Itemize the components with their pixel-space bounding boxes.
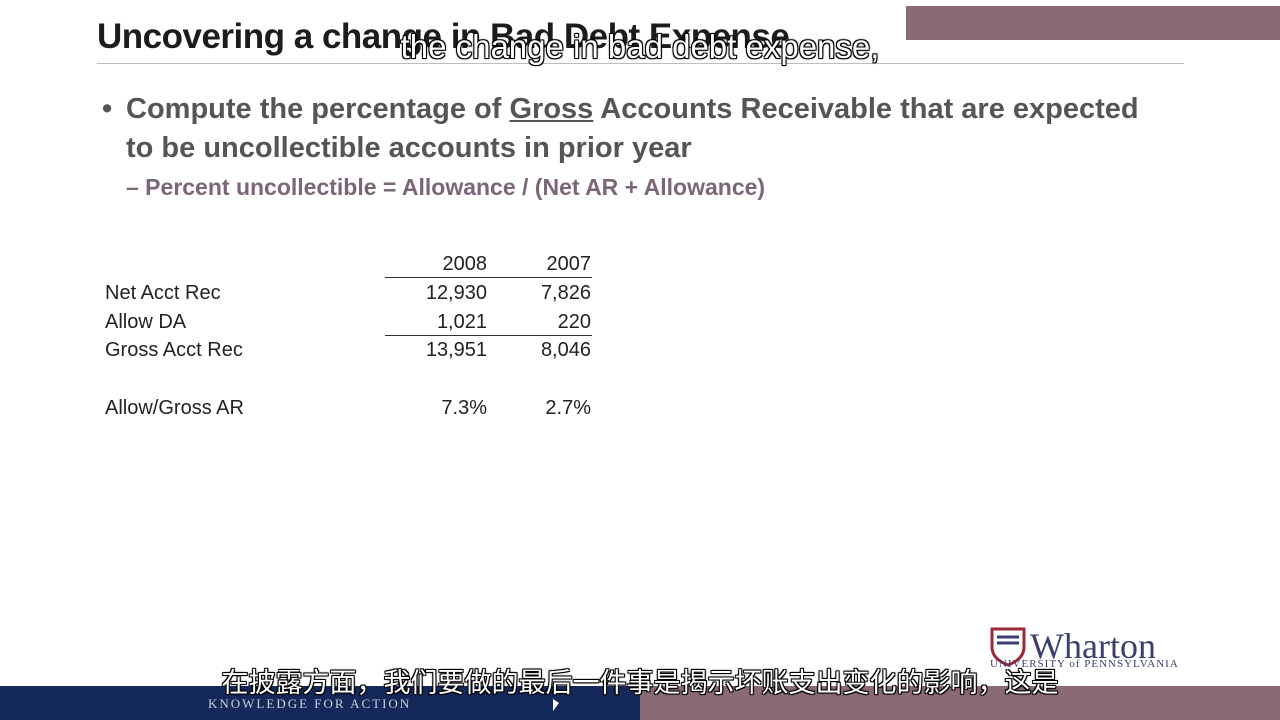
table-header-2008: 2008	[442, 253, 488, 275]
row-gross-acct-rec-2007: 8,046	[540, 339, 591, 361]
subtitle-chinese: 在披露方面，我们要做的最后一件事是揭示坏账支出变化的影响，这是	[221, 668, 1059, 698]
row-allow-gross-ar-2007: 2.7%	[545, 397, 591, 419]
footer-mauve-bar	[640, 686, 1280, 720]
wharton-shield-icon	[990, 627, 1026, 667]
title-divider	[97, 63, 1184, 64]
row-allow-da-2008: 1,021	[436, 311, 487, 333]
row-net-acct-rec-2008: 12,930	[425, 282, 487, 304]
footer-navy-bar	[0, 686, 640, 720]
table-sum-rule	[385, 335, 592, 336]
sub-bullet: – Percent uncollectible = Allowance / (N…	[126, 174, 766, 200]
table-header-2007: 2007	[546, 253, 592, 275]
slide-title: Uncovering a change in Bad Debt Expense	[97, 17, 790, 56]
main-bullet: • Compute the percentage of Gross Accoun…	[102, 90, 1166, 168]
wharton-logo-word: Wharton	[1030, 626, 1156, 666]
wharton-logo-sub: UNIVERSITY of PENNSYLVANIA	[990, 658, 1179, 670]
top-right-color-block	[906, 6, 1280, 40]
row-label-allow-gross-ar: Allow/Gross AR	[105, 397, 244, 419]
bullet-dot-icon: •	[102, 93, 113, 125]
bullet-text-underlined: Gross	[509, 93, 594, 125]
table-header-rule	[385, 277, 592, 278]
row-label-allow-da: Allow DA	[105, 311, 187, 333]
bullet-text-post: Accounts Receivable that are expected to…	[126, 93, 1139, 164]
row-gross-acct-rec-2008: 13,951	[425, 339, 487, 361]
footer-tagline: KNOWLEDGE FOR ACTION	[208, 696, 412, 711]
bullet-text-pre: Compute the percentage of	[126, 93, 510, 125]
row-label-gross-acct-rec: Gross Acct Rec	[105, 339, 243, 361]
row-allow-gross-ar-2008: 7.3%	[441, 397, 487, 419]
row-net-acct-rec-2007: 7,826	[540, 282, 591, 304]
mouse-cursor-icon	[553, 699, 559, 711]
subtitle-english: the change in bad debt expense,	[400, 28, 880, 65]
row-label-net-acct-rec: Net Acct Rec	[105, 282, 221, 304]
row-allow-da-2007: 220	[557, 311, 591, 333]
